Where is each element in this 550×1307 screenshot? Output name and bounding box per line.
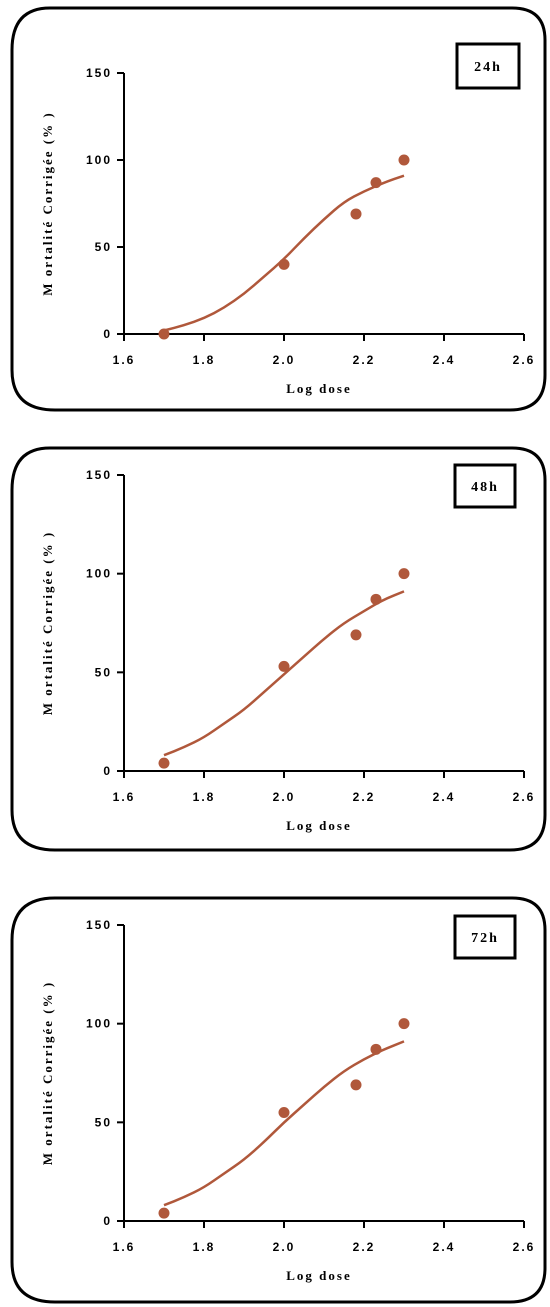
panel-frame — [10, 446, 547, 852]
chart-panel-72h: 0 50 100 150 1.6 1.8 2.0 2.2 2.4 2.6 Log dose M ort… — [0, 890, 550, 1307]
x-tick-label: 1.6 — [113, 790, 136, 804]
time-tag-label: 72h — [471, 931, 499, 946]
y-tick-label: 150 — [86, 66, 112, 80]
y-tick-label: 50 — [95, 240, 112, 254]
data-point — [350, 629, 362, 641]
data-point — [278, 1106, 290, 1118]
panel-frame — [10, 6, 547, 412]
y-tick-label: 50 — [95, 1115, 112, 1129]
data-point — [370, 593, 382, 605]
y-axis-label: M ortalité Corrigée (% ) — [40, 981, 55, 1165]
fitted-curve — [163, 590, 405, 757]
x-tick-label: 2.0 — [273, 353, 296, 367]
data-point — [158, 328, 170, 340]
y-tick-label: 50 — [95, 665, 112, 679]
fitted-curve — [163, 174, 405, 332]
y-tick-label: 0 — [103, 327, 112, 341]
fitted-curve — [163, 1040, 405, 1207]
data-point — [398, 568, 410, 580]
x-tick-label: 2.6 — [513, 353, 536, 367]
y-tick-label: 0 — [103, 1214, 112, 1228]
x-tick-label: 2.4 — [433, 790, 456, 804]
x-tick-label: 1.8 — [193, 353, 216, 367]
data-point — [370, 177, 382, 189]
y-tick-label: 100 — [86, 1017, 112, 1031]
y-axis-label: M ortalité Corrigée (% ) — [40, 111, 55, 295]
x-axis-label: Log dose — [286, 381, 351, 396]
x-tick-label: 2.4 — [433, 1240, 456, 1254]
x-tick-label: 1.6 — [113, 1240, 136, 1254]
x-tick-label: 1.6 — [113, 353, 136, 367]
data-point — [350, 208, 362, 220]
x-axis-label: Log dose — [286, 818, 351, 833]
time-tag-box — [453, 463, 517, 509]
x-tick-label: 1.8 — [193, 1240, 216, 1254]
y-tick-label: 150 — [86, 918, 112, 932]
time-tag-box — [453, 914, 517, 960]
x-tick-label: 2.0 — [273, 1240, 296, 1254]
data-point — [158, 757, 170, 769]
y-tick-label: 0 — [103, 764, 112, 778]
x-tick-label: 2.6 — [513, 1240, 536, 1254]
x-tick-label: 2.2 — [353, 790, 376, 804]
x-tick-label: 2.2 — [353, 1240, 376, 1254]
y-tick-label: 150 — [86, 468, 112, 482]
time-tag-box — [455, 42, 521, 90]
time-tag-label: 48h — [471, 480, 499, 495]
chart-panel-24h: 0 50 100 150 1.6 1.8 2.0 2.2 2.4 2.6 Log dose M ort… — [0, 0, 550, 415]
data-point — [350, 1079, 362, 1091]
chart-svg-24h: 0 50 100 150 1.6 1.8 2.0 2.2 2.4 2.6 Log dose M ort… — [10, 6, 547, 412]
y-tick-label: 100 — [86, 153, 112, 167]
x-axis-label: Log dose — [286, 1268, 351, 1283]
panel-frame — [10, 896, 547, 1304]
data-point — [398, 1018, 410, 1030]
chart-panel-48h: 0 50 100 150 1.6 1.8 2.0 2.2 2.4 2.6 Log dose M ort… — [0, 440, 550, 855]
x-tick-label: 2.6 — [513, 790, 536, 804]
x-tick-label: 2.0 — [273, 790, 296, 804]
x-tick-label: 2.4 — [433, 353, 456, 367]
chart-svg-72h: 0 50 100 150 1.6 1.8 2.0 2.2 2.4 2.6 Log dose M ort… — [10, 896, 547, 1304]
x-tick-label: 1.8 — [193, 790, 216, 804]
x-tick-label: 2.2 — [353, 353, 376, 367]
time-tag-label: 24h — [474, 60, 502, 75]
chart-svg-48h: 0 50 100 150 1.6 1.8 2.0 2.2 2.4 2.6 Log dose M ort… — [10, 446, 547, 852]
data-point — [370, 1043, 382, 1055]
data-point — [398, 154, 410, 166]
data-point — [158, 1207, 170, 1219]
data-point — [278, 258, 290, 270]
y-axis-label: M ortalité Corrigée (% ) — [40, 531, 55, 715]
y-tick-label: 100 — [86, 567, 112, 581]
data-point — [278, 660, 290, 672]
